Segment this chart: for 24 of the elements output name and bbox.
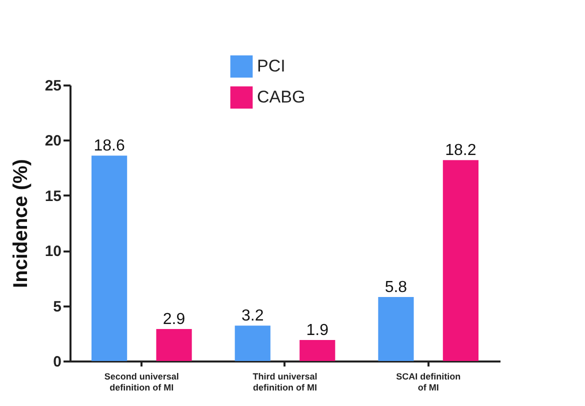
data-label: 1.9 — [306, 322, 329, 340]
bar — [156, 328, 192, 361]
y-axis-title: Incidence (%) — [10, 159, 32, 288]
bar — [442, 160, 478, 361]
data-label: 2.9 — [162, 310, 186, 328]
x-tick-label: Third universal definition of MI — [252, 372, 318, 392]
y-tick-label: 25 — [44, 78, 62, 94]
bar — [378, 296, 414, 361]
y-tick-label: 10 — [44, 243, 62, 260]
y-tick-label: 0 — [53, 354, 62, 370]
y-tick-label: 20 — [44, 132, 62, 150]
x-tick-label: Second universal definition of MI — [104, 372, 179, 392]
data-label: 18.2 — [445, 142, 476, 160]
bar — [234, 326, 270, 361]
data-label: 3.2 — [242, 308, 264, 325]
data-label: 5.8 — [384, 278, 408, 296]
y-tick-label: 5 — [53, 298, 62, 316]
legend-label: CABG — [257, 88, 306, 106]
legend-label: PCI — [257, 56, 286, 76]
x-tick-label: SCAI definition of MI — [396, 372, 461, 392]
data-label: 18.6 — [94, 138, 125, 155]
y-tick-label: 15 — [44, 188, 62, 205]
bar — [92, 156, 128, 361]
bar — [300, 340, 336, 361]
